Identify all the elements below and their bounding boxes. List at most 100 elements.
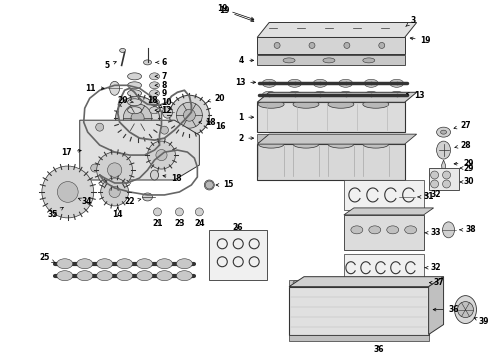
Ellipse shape (405, 226, 416, 234)
Ellipse shape (455, 296, 476, 324)
Polygon shape (289, 336, 429, 342)
Circle shape (156, 149, 167, 161)
Text: 37: 37 (429, 278, 444, 287)
Ellipse shape (288, 91, 302, 99)
Ellipse shape (127, 73, 142, 80)
Text: 28: 28 (455, 141, 471, 150)
Ellipse shape (355, 136, 363, 140)
Ellipse shape (97, 271, 113, 281)
Text: 35: 35 (48, 207, 63, 219)
Text: 29: 29 (460, 163, 474, 172)
Text: 19: 19 (217, 4, 254, 20)
Polygon shape (344, 208, 434, 215)
Text: 33: 33 (425, 228, 441, 237)
Bar (344, 180, 424, 210)
Ellipse shape (196, 208, 203, 216)
Circle shape (131, 112, 144, 125)
Ellipse shape (363, 100, 389, 108)
Polygon shape (257, 55, 405, 66)
Text: 38: 38 (460, 225, 476, 234)
Ellipse shape (149, 73, 159, 80)
Text: 31: 31 (418, 193, 434, 202)
Text: 29: 29 (454, 158, 474, 167)
Text: 7: 7 (155, 72, 167, 81)
Text: 25: 25 (40, 253, 55, 262)
Ellipse shape (313, 79, 327, 87)
Bar (344, 215, 424, 250)
Ellipse shape (77, 271, 93, 281)
Text: 12: 12 (155, 106, 172, 115)
Ellipse shape (373, 280, 385, 285)
Ellipse shape (363, 58, 375, 63)
Ellipse shape (390, 79, 404, 87)
Circle shape (116, 96, 159, 140)
Polygon shape (257, 134, 416, 144)
Circle shape (123, 104, 152, 132)
Circle shape (176, 102, 202, 128)
Ellipse shape (283, 58, 295, 63)
Bar (429, 168, 459, 190)
Text: 6: 6 (156, 58, 167, 67)
Ellipse shape (77, 259, 93, 269)
Circle shape (100, 178, 128, 206)
Ellipse shape (293, 100, 319, 108)
Bar (289, 287, 429, 334)
Ellipse shape (265, 136, 273, 140)
Ellipse shape (144, 60, 151, 65)
Text: 22: 22 (124, 197, 141, 206)
Circle shape (42, 166, 94, 218)
Ellipse shape (204, 180, 214, 190)
Ellipse shape (385, 136, 392, 140)
Text: 13: 13 (407, 91, 424, 100)
Circle shape (439, 172, 448, 182)
Circle shape (344, 42, 350, 49)
Ellipse shape (323, 58, 335, 63)
Circle shape (147, 141, 175, 169)
Ellipse shape (437, 141, 450, 159)
Ellipse shape (57, 271, 73, 281)
Text: 10: 10 (155, 98, 172, 107)
Polygon shape (429, 277, 443, 334)
Polygon shape (289, 280, 429, 285)
Text: 27: 27 (454, 121, 471, 130)
Ellipse shape (156, 271, 172, 281)
Circle shape (431, 180, 439, 188)
Text: 20: 20 (208, 94, 225, 103)
Circle shape (91, 164, 98, 172)
Text: 18: 18 (199, 118, 216, 127)
Text: 18: 18 (147, 96, 163, 108)
Ellipse shape (325, 136, 333, 140)
Text: 30: 30 (460, 177, 474, 186)
Polygon shape (257, 23, 416, 37)
Text: 32: 32 (425, 263, 441, 272)
Text: 36: 36 (373, 345, 384, 354)
Text: 24: 24 (194, 219, 205, 228)
Ellipse shape (175, 208, 183, 216)
Ellipse shape (120, 49, 125, 53)
Ellipse shape (149, 90, 159, 97)
Text: 19: 19 (219, 6, 254, 22)
Ellipse shape (401, 193, 413, 201)
Ellipse shape (149, 107, 159, 114)
Circle shape (442, 171, 450, 179)
Text: 21: 21 (152, 219, 163, 228)
Circle shape (96, 123, 104, 131)
Ellipse shape (57, 259, 73, 269)
Circle shape (431, 171, 439, 179)
Text: 16: 16 (208, 121, 226, 131)
Circle shape (458, 302, 473, 318)
Ellipse shape (328, 140, 354, 148)
Polygon shape (80, 120, 199, 180)
Bar (209, 230, 267, 280)
Ellipse shape (110, 81, 120, 95)
Text: 1: 1 (238, 113, 254, 122)
Ellipse shape (143, 193, 152, 201)
Polygon shape (257, 134, 405, 142)
Ellipse shape (390, 91, 404, 99)
Circle shape (379, 42, 385, 49)
Circle shape (57, 181, 78, 202)
Circle shape (309, 42, 315, 49)
Text: 19: 19 (410, 36, 431, 45)
Text: 3: 3 (406, 16, 416, 27)
Bar (257, 144, 405, 180)
